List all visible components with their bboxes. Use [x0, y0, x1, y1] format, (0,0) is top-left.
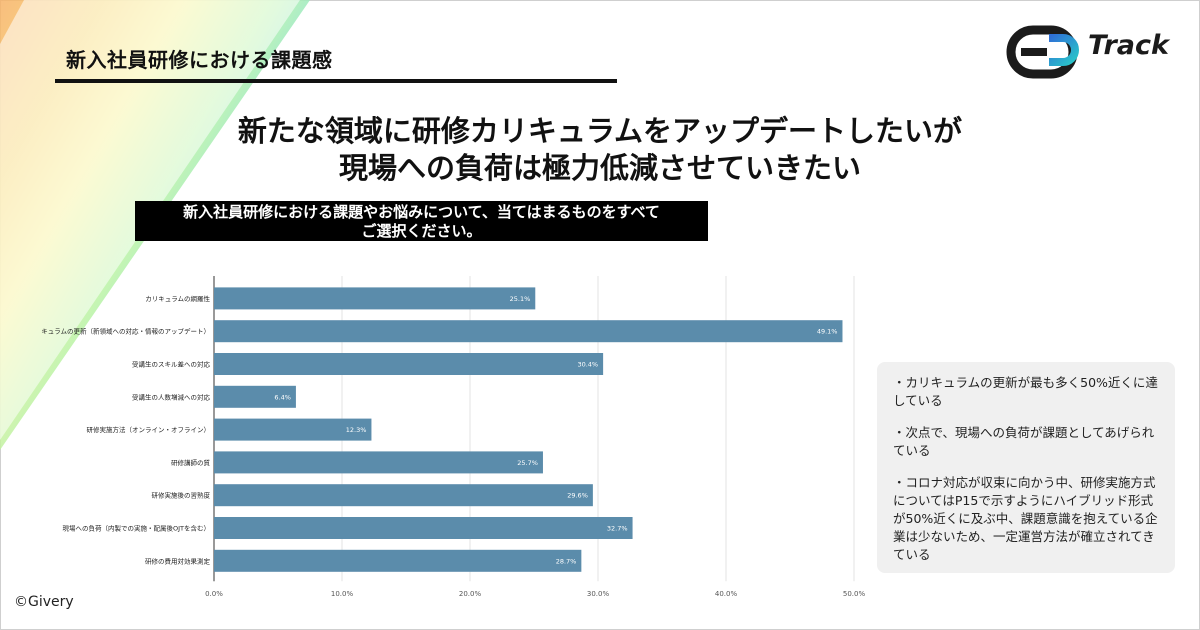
- bar-value-label: 12.3%: [346, 426, 367, 434]
- category-label: 研修実施方法（オンライン・オフライン）: [87, 425, 211, 434]
- bar: [214, 451, 543, 474]
- category-label: 研修講師の質: [171, 458, 211, 467]
- x-tick-label: 30.0%: [587, 590, 610, 598]
- note-item: ・カリキュラムの更新が最も多く50%近くに達している: [893, 375, 1158, 408]
- bar: [214, 517, 633, 539]
- category-label: 研修の費用対効果測定: [145, 556, 211, 565]
- x-tick-label: 0.0%: [205, 590, 223, 598]
- bar-value-label: 49.1%: [817, 328, 838, 336]
- title-underline: [55, 79, 617, 83]
- bar: [214, 353, 604, 375]
- survey-question-line-2: ご選択ください。: [361, 222, 482, 240]
- track-logo-icon: [1006, 25, 1079, 79]
- category-label: 現場への負荷（内製での実施・配属後OJTを含む）: [62, 524, 210, 533]
- bar: [214, 320, 843, 343]
- bar: [214, 385, 296, 408]
- headline-line-2: 現場への負荷は極力低減させていきたい: [338, 151, 861, 185]
- bar-value-label: 6.4%: [274, 393, 291, 401]
- bar-value-label: 30.4%: [577, 361, 598, 369]
- survey-question-line-1: 新入社員研修における課題やお悩みについて、当てはまるものをすべて: [183, 203, 660, 221]
- summary-note-box: ・カリキュラムの更新が最も多く50%近くに達している ・次点で、現場への負荷が課…: [877, 362, 1175, 573]
- bar: [214, 484, 593, 507]
- x-tick-label: 20.0%: [459, 590, 482, 598]
- bar-value-label: 28.7%: [556, 557, 577, 565]
- category-label: 受講生のスキル差への対応: [132, 360, 211, 369]
- category-label: 研修実施後の習熟度: [152, 491, 211, 500]
- category-label: カリキュラムの更新（新領域への対応・情報のアップデート）: [40, 327, 210, 336]
- bar-value-label: 32.7%: [607, 525, 628, 533]
- bar: [214, 549, 582, 572]
- x-tick-label: 50.0%: [843, 590, 866, 598]
- bar-chart: 0.0% 10.0% 20.0% 30.0% 40.0% 50.0% 25.1% カリキュラム…: [40, 276, 866, 598]
- headline-line-1: 新たな領域に研修カリキュラムをアップデートしたいが: [237, 114, 963, 148]
- page-title: 新入社員研修における課題感: [66, 48, 333, 72]
- copyright: ©Givery: [14, 594, 74, 610]
- category-label: カリキュラムの網羅性: [145, 294, 210, 303]
- note-item: ・コロナ対応が収束に向かう中、研修実施方式についてはP15で示すようにハイブリッ…: [893, 475, 1158, 562]
- bar-value-label: 29.6%: [567, 492, 588, 500]
- note-item: ・次点で、現場への負荷が課題としてあげられている: [893, 425, 1155, 458]
- bar-value-label: 25.1%: [510, 295, 531, 303]
- logo-text: Track: [1088, 30, 1169, 61]
- headline: 新たな領域に研修カリキュラムをアップデートしたいが 現場への負荷は極力低減させて…: [0, 113, 1200, 187]
- x-tick-label: 10.0%: [331, 590, 354, 598]
- bar: [214, 287, 536, 310]
- x-tick-label: 40.0%: [715, 590, 738, 598]
- survey-question: 新入社員研修における課題やお悩みについて、当てはまるものをすべて ご選択ください…: [135, 201, 708, 241]
- bar-value-label: 25.7%: [517, 459, 538, 467]
- category-label: 受講生の人数増減への対応: [132, 392, 211, 401]
- bar: [214, 418, 372, 441]
